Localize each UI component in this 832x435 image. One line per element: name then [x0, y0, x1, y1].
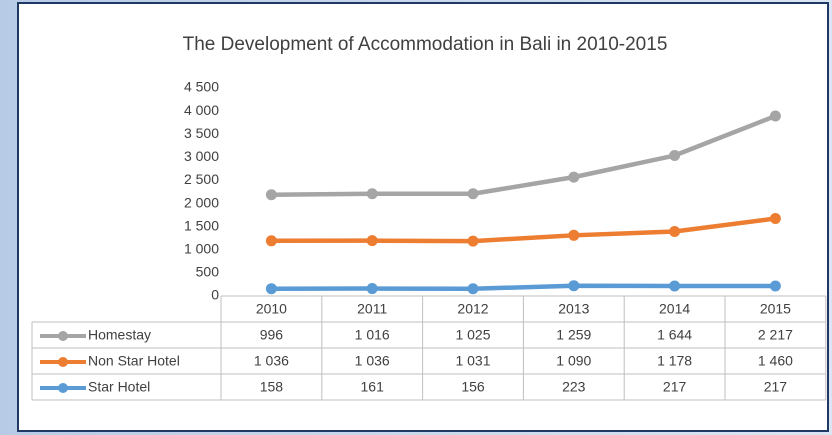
point	[467, 235, 479, 247]
table-value: 217	[764, 379, 788, 395]
point	[366, 188, 378, 200]
point	[366, 235, 378, 247]
table-value: 1 025	[455, 327, 490, 343]
point	[769, 212, 781, 224]
x-tick-label: 2015	[760, 301, 791, 317]
x-tick-label: 2012	[457, 301, 488, 317]
point	[265, 283, 277, 295]
table-value: 1 644	[657, 327, 692, 343]
y-tick-label: 4 000	[184, 102, 219, 118]
point	[669, 226, 681, 238]
legend-marker	[58, 383, 68, 393]
y-tick-label: 2 000	[184, 194, 219, 210]
y-tick-label: 1 000	[184, 240, 219, 256]
legend-label: Star Hotel	[88, 379, 150, 395]
series-line	[271, 283, 776, 292]
y-tick-label: 1 500	[184, 217, 219, 233]
legend-label: Non Star Hotel	[88, 353, 180, 369]
point	[769, 280, 781, 292]
table-value: 217	[663, 379, 687, 395]
point	[568, 171, 580, 183]
x-tick-label: 2014	[659, 301, 690, 317]
legend-label: Homestay	[88, 327, 151, 343]
point	[669, 280, 681, 292]
point	[467, 188, 479, 200]
table-value: 156	[461, 379, 485, 395]
series-line	[271, 113, 777, 198]
x-tick-label: 2010	[256, 301, 287, 317]
table-value: 1 090	[556, 353, 591, 369]
table-value: 161	[361, 379, 385, 395]
table-value: 1 036	[254, 353, 289, 369]
point	[568, 280, 580, 292]
y-tick-label: 4 500	[184, 79, 219, 95]
legend-marker	[58, 357, 68, 367]
x-tick-label: 2013	[558, 301, 589, 317]
point	[467, 283, 479, 295]
legend-marker	[58, 331, 68, 341]
table-value: 1 031	[455, 353, 490, 369]
point	[265, 235, 277, 247]
y-tick-label: 2 500	[184, 171, 219, 187]
series-line	[271, 216, 776, 244]
y-tick-label: 3 000	[184, 148, 219, 164]
table-value: 1 460	[758, 353, 793, 369]
chart-title: The Development of Accommodation in Bali…	[183, 34, 668, 55]
table-value: 996	[260, 327, 284, 343]
point	[769, 110, 781, 122]
table-value: 1 178	[657, 353, 692, 369]
point	[568, 229, 580, 241]
table-value: 158	[260, 379, 284, 395]
table-value: 1 036	[355, 353, 390, 369]
x-tick-label: 2011	[357, 301, 387, 317]
y-tick-label: 500	[196, 264, 220, 280]
table-value: 2 217	[758, 327, 793, 343]
point	[265, 189, 277, 201]
point	[366, 283, 378, 295]
y-tick-label: 3 500	[184, 125, 219, 141]
table-value: 1 016	[355, 327, 390, 343]
y-tick-label: 0	[211, 287, 219, 303]
point	[669, 150, 681, 162]
table-value: 1 259	[556, 327, 591, 343]
table-value: 223	[562, 379, 586, 395]
